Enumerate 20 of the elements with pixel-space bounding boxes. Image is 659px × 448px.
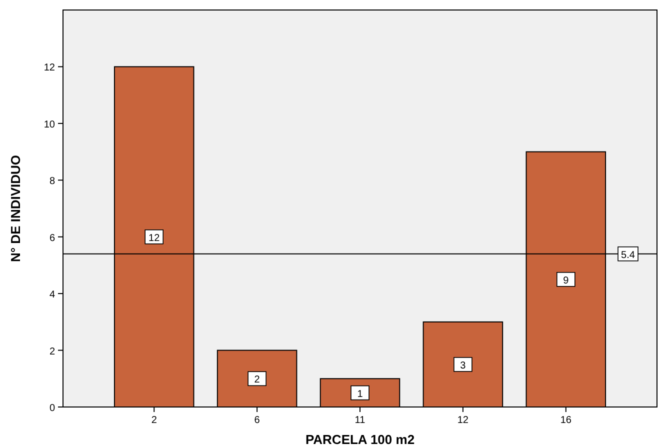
y-tick-label: 8: [49, 176, 56, 188]
y-tick-label: 2: [49, 346, 56, 358]
y-tick-label: 4: [49, 290, 56, 301]
data-label: 12: [148, 232, 160, 244]
x-tick-label: 6: [254, 415, 260, 426]
ref-line-label: 5.4: [621, 250, 636, 261]
data-label: 3: [460, 360, 466, 372]
y-tick-label: 6: [49, 232, 56, 244]
data-label: 1: [357, 388, 364, 400]
y-axis-title: N° DE INDIVIDUO: [8, 154, 23, 262]
y-tick-label: 12: [44, 62, 56, 74]
x-tick-label: 2: [151, 415, 158, 426]
data-label: 9: [563, 275, 570, 286]
x-tick-label: 12: [457, 415, 469, 426]
y-tick-label: 0: [49, 403, 56, 414]
x-tick-label: 11: [354, 415, 366, 426]
y-tick-label: 10: [44, 119, 56, 130]
data-label: 2: [254, 374, 260, 386]
x-axis-title: PARCELA 100 m2: [305, 432, 415, 447]
x-tick-label: 16: [560, 415, 572, 426]
